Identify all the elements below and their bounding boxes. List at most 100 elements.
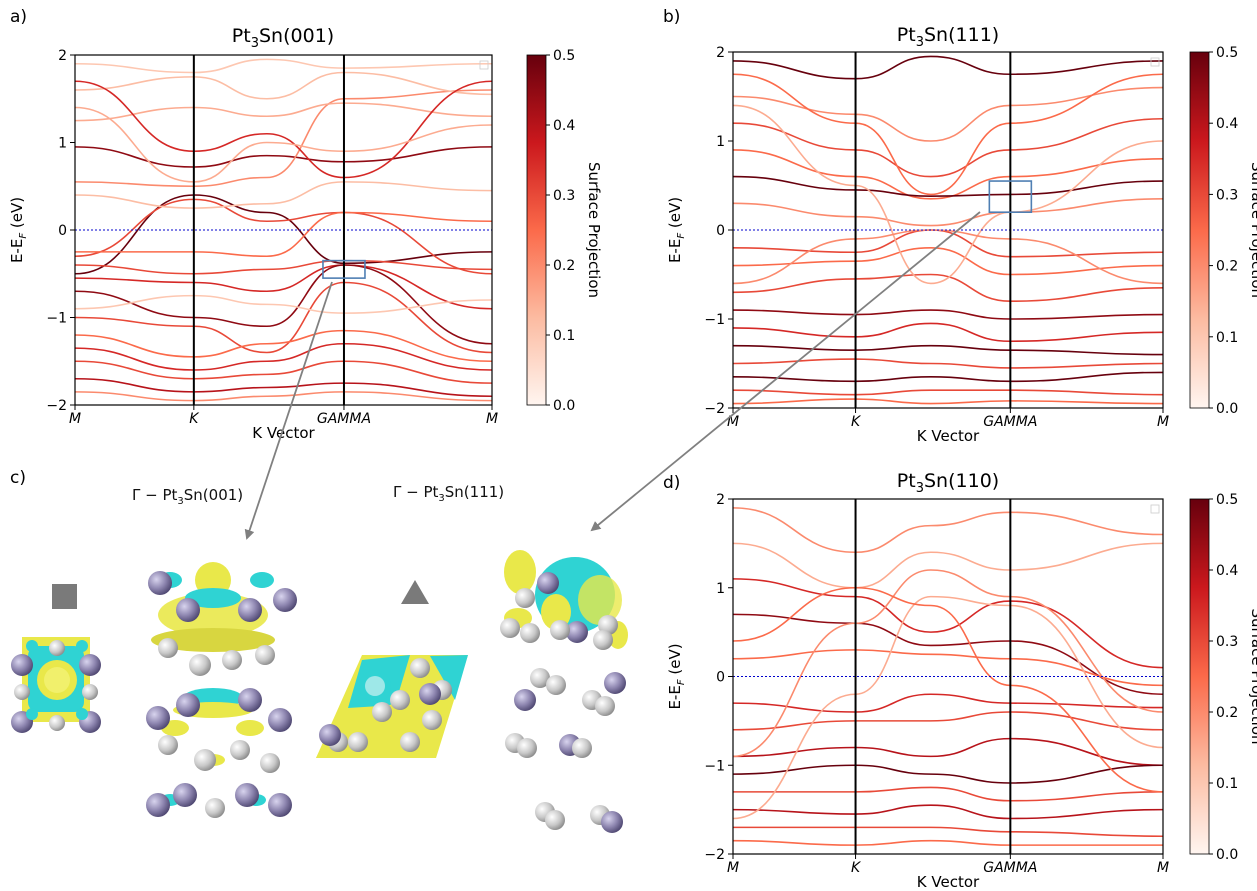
x-tick-label: M [727,414,739,430]
y-tick-label: 0 [716,670,725,686]
x-axis-label: K Vector [917,427,980,445]
band-12 [733,358,1163,369]
colorbar-tick-label: 0.5 [1216,492,1238,508]
band-6 [75,264,492,310]
band-3 [733,613,1163,696]
colorbar [526,54,547,406]
band-14 [733,389,1163,396]
gamma-001-label: Γ − Pt3Sn(001) [132,486,243,507]
colorbar [1189,51,1210,409]
band-6 [733,229,1163,258]
colorbar-tick-label: 0.1 [1216,776,1238,792]
band-8 [733,273,1163,303]
colorbar-label: Surface Projection [585,162,603,298]
y-tick-label: 2 [716,492,725,508]
band-4 [733,175,1163,197]
colorbar-tick-label: 0.5 [1216,45,1238,61]
band-7 [733,246,1163,276]
x-tick-label: GAMMA [983,860,1037,876]
y-tick-label: 2 [716,45,725,61]
arrow-001-to-isosurface [244,281,333,540]
chart-title: Pt3Sn(110) [897,470,999,496]
band-4 [733,649,1163,687]
band-2 [75,194,492,275]
band-17 [75,181,492,209]
band-1 [733,86,1163,142]
panel-label-b: b) [663,7,680,27]
band-lines [75,58,492,402]
band-3 [733,149,1163,200]
band-structure-chart-111: Pt3Sn(111) −2 −1 0 1 2 M K GAMMA M K Vector E-EF (e… [666,24,1257,445]
band-15 [75,71,492,100]
band-6 [733,711,1163,731]
y-tick-label: 0 [58,223,67,239]
band-11 [733,344,1163,356]
colorbar-tick-label: 0.5 [553,48,575,64]
colorbar-tick-label: 0.0 [553,398,575,414]
band-12 [75,377,492,398]
colorbar [1189,498,1210,855]
colorbar-tick-label: 0.3 [553,188,575,204]
band-5 [733,198,1163,227]
isosurface-111-top-view [316,655,468,758]
x-tick-label: M [1157,860,1169,876]
band-19 [75,80,492,179]
colorbar-tick-label: 0.1 [553,328,575,344]
legend-box [1150,57,1160,67]
x-tick-label: K [189,411,200,427]
band-5 [733,693,1163,713]
y-tick-label: −2 [46,398,67,414]
y-tick-label: −2 [704,401,725,417]
band-17 [733,104,1163,285]
band-14 [75,102,492,122]
band-13 [733,371,1163,383]
gamma-111-label: Γ − Pt3Sn(111) [393,483,504,504]
band-18 [75,294,492,314]
isosurface-001-top-view [11,637,101,733]
colorbar-label: Surface Projection [1248,608,1257,744]
y-axis-label: E-EF (eV) [666,197,687,263]
band-1 [75,89,492,188]
band-4 [75,211,492,258]
x-axis-label: K Vector [252,424,315,442]
band-0 [75,146,492,168]
x-tick-label: GAMMA [317,411,371,427]
band-9 [733,786,1163,802]
y-tick-label: −1 [46,311,67,327]
y-tick-label: 2 [58,48,67,64]
colorbar-tick-label: 0.2 [553,258,575,274]
chart-title: Pt3Sn(001) [232,25,334,51]
y-tick-label: −1 [704,312,725,328]
band-structure-chart-001: Pt3Sn(001) −2 −1 0 1 2 M K GAMMA M K Vector E-EF (e… [8,25,603,442]
highlight-box [322,259,366,279]
triangle-marker-icon [401,580,429,604]
band-15 [733,398,1163,405]
band-7 [75,264,492,345]
band-0 [733,507,1163,554]
band-13 [75,391,492,402]
colorbar-tick-label: 0.0 [1216,847,1238,863]
colorbar-tick-label: 0.4 [1216,563,1238,579]
panel-label-d: d) [663,473,680,493]
band-16 [75,58,492,74]
colorbar-tick-label: 0.4 [1216,116,1238,132]
band-3 [75,198,492,275]
x-tick-label: M [486,411,498,427]
y-axis-label: E-EF (eV) [666,643,687,709]
colorbar-tick-label: 0.0 [1216,401,1238,417]
x-tick-label: K [851,414,862,430]
band-1 [733,542,1163,589]
band-10 [75,342,492,371]
highlight-box [988,180,1033,214]
legend-box [479,60,489,70]
band-7 [733,737,1163,767]
y-axis-label: E-EF (eV) [8,197,29,263]
band-10 [733,804,1163,820]
x-tick-label: GAMMA [983,414,1037,430]
colorbar-tick-label: 0.1 [1216,330,1238,346]
band-5 [75,259,492,275]
panel-label-a: a) [10,7,27,27]
band-16 [733,73,1163,196]
band-2 [733,117,1163,178]
